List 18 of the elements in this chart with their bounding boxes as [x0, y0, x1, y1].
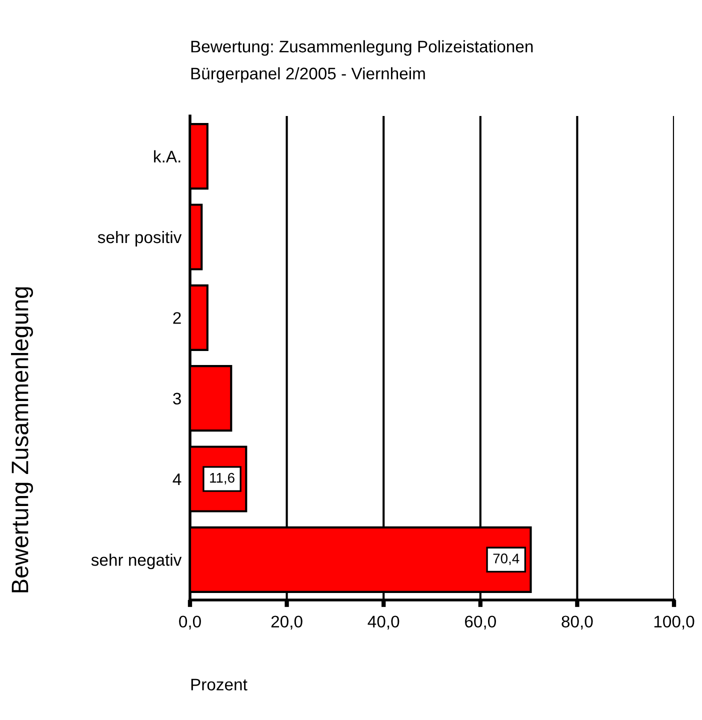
y-tick-label: 2 [173, 312, 181, 324]
x-tick-label: 20,0 [271, 616, 302, 630]
y-tick-label: 3 [173, 392, 181, 405]
x-tick-label: 80,0 [562, 616, 593, 630]
x-tick-label: 40,0 [368, 616, 400, 630]
chart-title: Bewertung: Zusammenlegung Polizeistationen [191, 40, 533, 56]
x-tick-label: 60,0 [465, 616, 496, 630]
y-axis-title: Bewertung Zusammenlegung [10, 287, 34, 592]
x-tick-label: 100,0 [654, 616, 694, 630]
y-tick-label: sehr negativ [91, 554, 182, 570]
y-tick-label: sehr positiv [98, 230, 182, 246]
chart-subtitle: Bürgerpanel 2/2005 - Viernheim [191, 67, 425, 83]
x-axis-title: Prozent [191, 678, 248, 690]
data-label: 11,6 [210, 472, 234, 484]
y-tick-label: k.A. [154, 150, 180, 162]
x-tick-label: 0,0 [179, 616, 201, 630]
data-label: 70,4 [493, 554, 520, 566]
y-tick-label: 4 [172, 474, 182, 486]
